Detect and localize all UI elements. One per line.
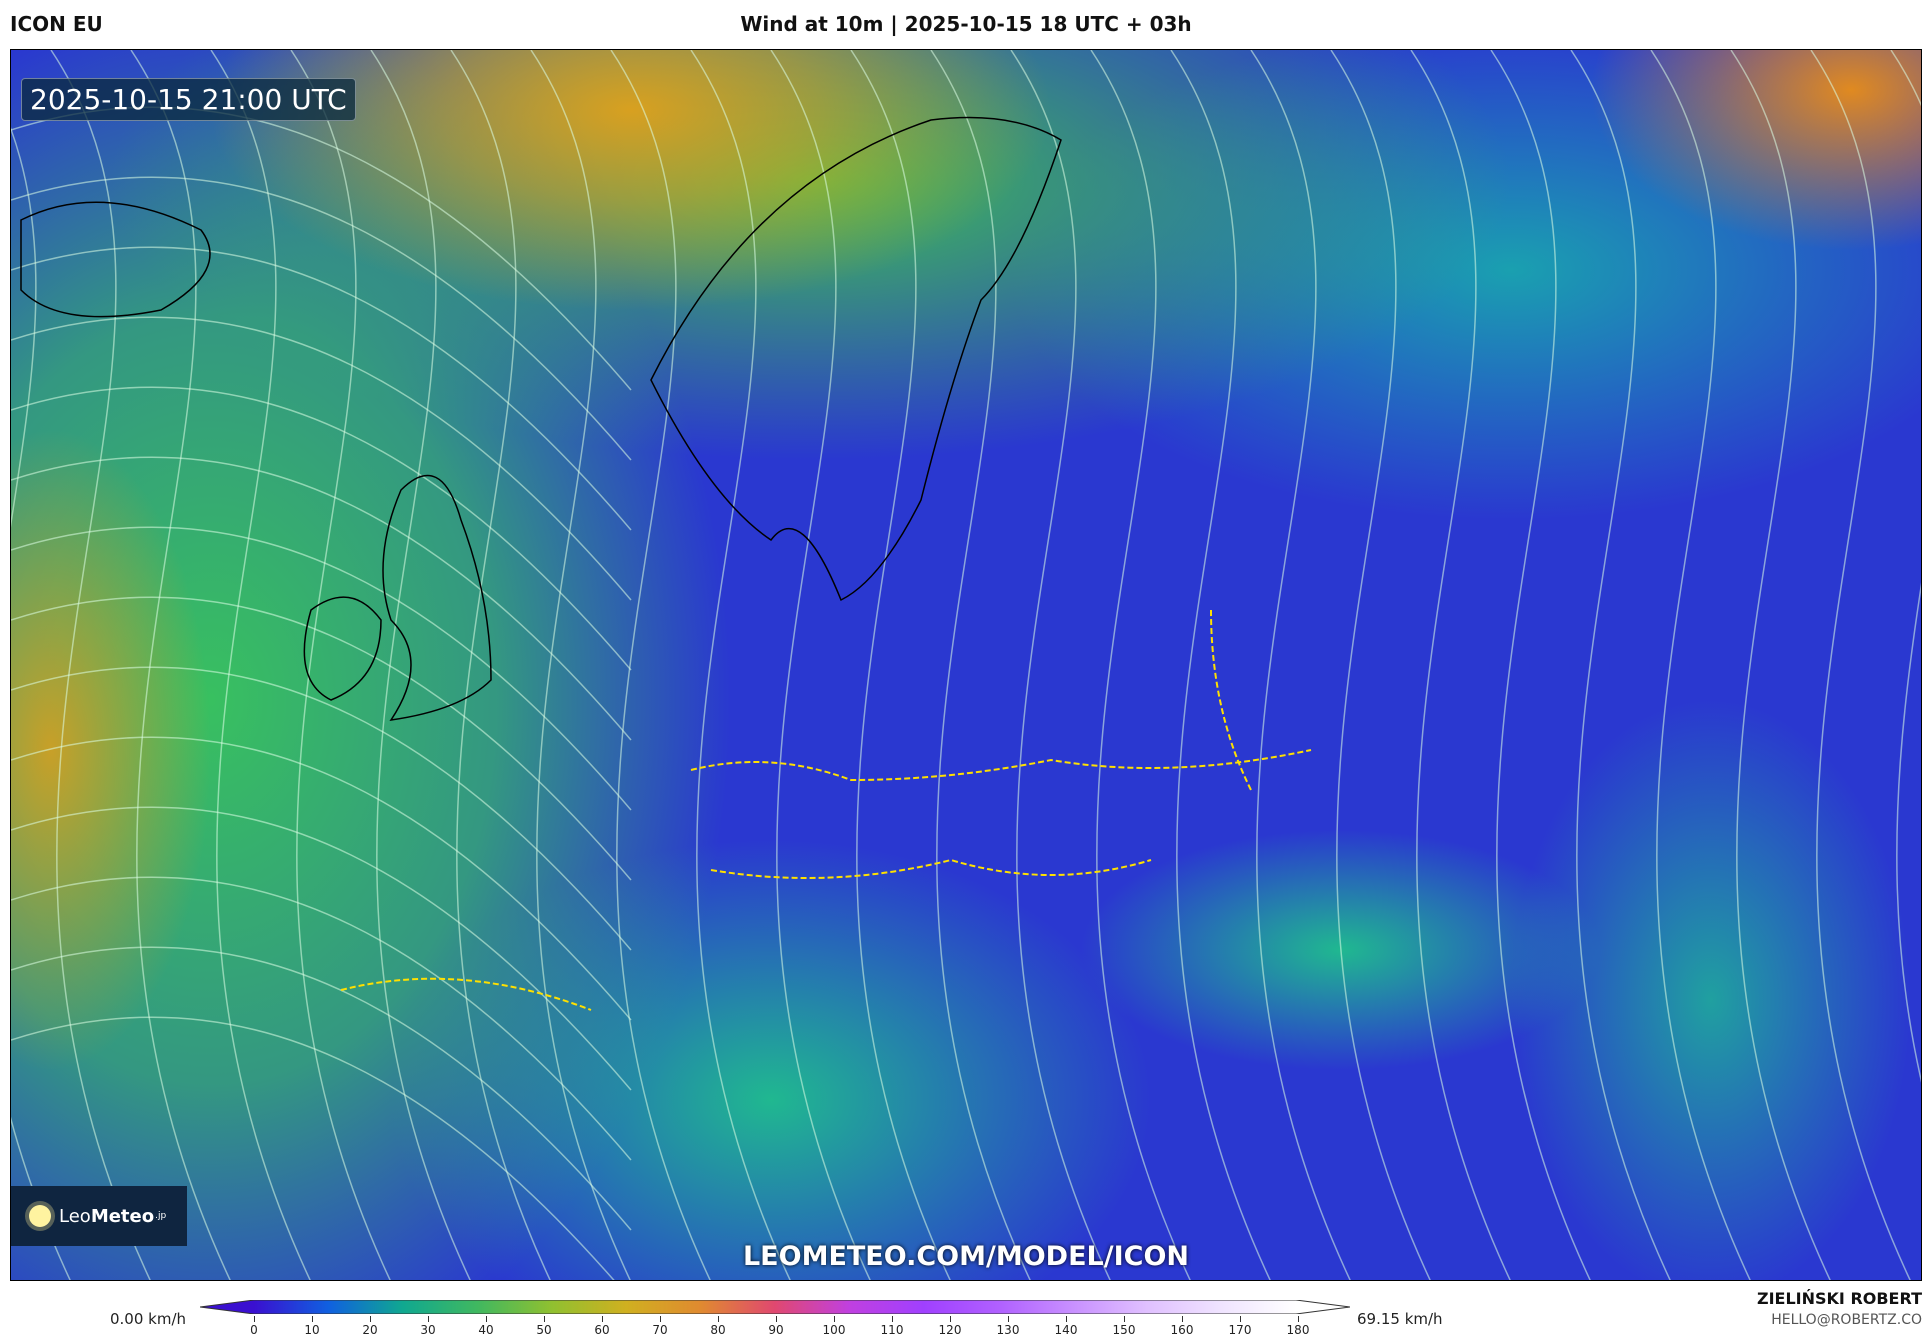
streamline [1890, 50, 1921, 1083]
streamline [11, 736, 632, 1021]
streamline [210, 50, 311, 1280]
streamline [850, 50, 951, 1280]
streamline [11, 316, 632, 601]
streamline [1810, 50, 1911, 1280]
streamline [11, 456, 632, 741]
streamline [1410, 50, 1511, 1280]
streamline [370, 50, 471, 1280]
streamline [11, 127, 71, 1280]
streamline [11, 666, 632, 951]
colorbar-tick: 120 [930, 1316, 970, 1337]
author-credit: ZIELIŃSKI ROBERT [1756, 1289, 1922, 1308]
colorbar-tick: 90 [756, 1316, 796, 1337]
streamline [290, 50, 391, 1280]
streamline [50, 50, 151, 1280]
coastlines [20, 116, 1062, 721]
coastline-ireland [303, 596, 382, 701]
streamline [11, 176, 632, 461]
colorbar-ticks: 0 10 20 30 40 50 60 70 80 90 100 110 120 130 140 150 160… [250, 1316, 1309, 1340]
valid-time-label: 2025-10-15 21:00 UTC [21, 78, 356, 121]
streamline [1730, 50, 1831, 1280]
streamline [450, 50, 551, 1280]
streamline [11, 876, 632, 1161]
streamline [1490, 50, 1591, 1280]
colorbar-tick: 0 [234, 1316, 274, 1337]
streamline [11, 526, 632, 811]
streamline [11, 946, 632, 1231]
colorbar-tick: 180 [1278, 1316, 1318, 1337]
watermark-url: LEOMETEO.COM/MODEL/ICON [742, 1241, 1190, 1272]
streamline [1650, 50, 1751, 1280]
streamline [690, 50, 791, 1280]
streamlines-layer [11, 50, 1921, 1280]
colorbar-tick: 140 [1046, 1316, 1086, 1337]
colorbar [200, 1300, 1350, 1314]
colorbar-tick: 70 [640, 1316, 680, 1337]
author-email: HELLO@ROBERTZ.CO [1771, 1312, 1922, 1328]
streamline [1570, 50, 1671, 1280]
streamline [130, 50, 231, 1280]
model-name: ICON EU [10, 12, 103, 36]
chart-title: Wind at 10m | 2025-10-15 18 UTC + 03h [740, 12, 1192, 36]
streamline [1330, 50, 1431, 1280]
colorbar-tick: 20 [350, 1316, 390, 1337]
sun-icon [29, 1205, 51, 1227]
wind-map[interactable]: 2025-10-15 21:00 UTC Leo Meteo .jp LEOMETE… [10, 49, 1922, 1281]
borders [340, 609, 1312, 1011]
colorbar-min-label: 0.00 km/h [110, 1310, 187, 1328]
colorbar-tick: 10 [292, 1316, 332, 1337]
logo-meteo: Meteo [90, 1205, 155, 1227]
logo-leo: Leo [59, 1205, 91, 1227]
colorbar-tick: 100 [814, 1316, 854, 1337]
colorbar-tick: 80 [698, 1316, 738, 1337]
streamline [1010, 50, 1111, 1280]
streamline [610, 50, 711, 1280]
logo-tld: .jp [155, 1211, 167, 1221]
streamline [1090, 50, 1191, 1280]
streamline [11, 106, 632, 391]
colorbar-tick: 60 [582, 1316, 622, 1337]
colorbar-max-label: 69.15 km/h [1357, 1310, 1443, 1328]
streamline [11, 246, 632, 531]
coastline-iceland [20, 201, 211, 318]
streamline [11, 1016, 615, 1280]
colorbar-tick: 40 [466, 1316, 506, 1337]
streamline [11, 806, 632, 1091]
coastline-scandinavia [650, 116, 1062, 602]
leometeo-logo[interactable]: Leo Meteo .jp [11, 1186, 187, 1246]
colorbar-tick: 30 [408, 1316, 448, 1337]
colorbar-tick: 150 [1104, 1316, 1144, 1337]
streamline [930, 50, 1031, 1280]
coastline-britain [382, 474, 492, 721]
colorbar-tick: 110 [872, 1316, 912, 1337]
colorbar-tick: 50 [524, 1316, 564, 1337]
colorbar-tick: 170 [1220, 1316, 1260, 1337]
colorbar-tick: 160 [1162, 1316, 1202, 1337]
streamline [1250, 50, 1351, 1280]
streamline [770, 50, 871, 1280]
streamline [530, 50, 631, 1280]
streamline [11, 596, 632, 881]
colorbar-tick: 130 [988, 1316, 1028, 1337]
streamline [11, 386, 632, 671]
streamline [1170, 50, 1271, 1280]
